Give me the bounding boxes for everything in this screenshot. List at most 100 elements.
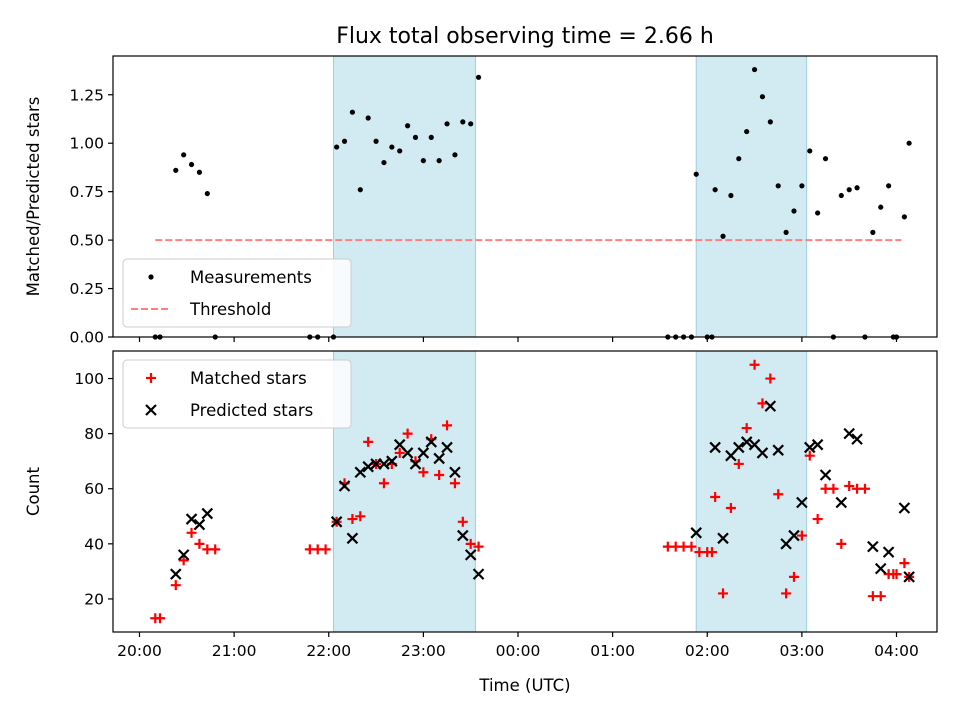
data-point: [712, 187, 718, 193]
data-point: [815, 210, 821, 216]
data-point: [378, 458, 390, 470]
axes-frame: [112, 55, 938, 338]
data-point: [434, 469, 445, 480]
legend-label: Matched stars: [190, 369, 307, 388]
data-point: [472, 568, 485, 580]
y-tick-label: 60: [84, 480, 104, 498]
data-point: [354, 466, 367, 478]
data-point: [334, 144, 340, 150]
data-point: [193, 518, 206, 531]
legend-marker: [145, 404, 157, 416]
data-point: [449, 466, 461, 478]
data-point: [807, 148, 813, 154]
data-point: [460, 119, 466, 125]
data-point: [204, 190, 210, 197]
data-point: [836, 538, 847, 549]
data-point: [473, 541, 484, 552]
data-point: [338, 480, 351, 492]
data-point: [330, 516, 343, 528]
data-point: [733, 458, 744, 469]
data-point: [155, 613, 166, 624]
data-point: [420, 158, 426, 164]
data-point: [452, 152, 458, 158]
data-point: [402, 428, 413, 439]
data-point: [733, 441, 745, 454]
legend: Measurements Threshold: [122, 258, 352, 328]
data-point: [349, 109, 356, 115]
data-point: [901, 214, 907, 220]
data-point: [394, 447, 405, 458]
y-tick-label: 40: [84, 535, 104, 553]
data-point: [196, 169, 203, 175]
data-point: [812, 514, 823, 525]
legend-box: [122, 359, 352, 429]
y-tick-label: 0.50: [69, 232, 104, 250]
data-point: [788, 529, 800, 542]
data-point: [819, 469, 832, 481]
data-point: [412, 134, 419, 140]
data-point: [386, 455, 398, 467]
observing-window-band: [332, 350, 476, 633]
data-point: [757, 398, 768, 409]
data-point: [690, 527, 702, 539]
data-point: [170, 580, 181, 591]
data-point: [710, 492, 721, 503]
data-point: [744, 128, 750, 135]
y-tick-label: 20: [84, 590, 104, 608]
data-point: [468, 121, 474, 127]
data-point: [725, 503, 736, 514]
data-point: [381, 159, 387, 166]
data-point: [433, 452, 445, 465]
data-point: [177, 549, 190, 561]
x-tick-label: 02:00: [685, 642, 730, 660]
data-point: [775, 183, 781, 189]
legend-label: Threshold: [189, 300, 271, 319]
data-point: [803, 441, 816, 454]
data-point: [405, 123, 411, 129]
data-point: [822, 156, 829, 162]
data-point: [185, 513, 198, 525]
data-point: [799, 183, 805, 189]
data-point: [804, 450, 815, 461]
data-point: [859, 483, 870, 494]
data-point: [764, 400, 777, 412]
data-point: [341, 138, 348, 144]
data-point: [756, 447, 769, 459]
data-point: [346, 532, 359, 545]
data-point: [728, 192, 734, 199]
data-point: [788, 571, 799, 582]
data-point: [867, 540, 879, 553]
data-point: [843, 427, 855, 440]
x-tick-label: 21:00: [212, 642, 257, 660]
data-point: [464, 549, 477, 561]
y-axis-label: Matched/Predicted stars: [24, 97, 43, 297]
data-point: [891, 569, 902, 580]
data-point: [898, 502, 911, 514]
data-point: [854, 185, 860, 191]
data-point: [874, 562, 887, 575]
data-point: [878, 204, 884, 210]
series-matched-stars: [150, 359, 915, 624]
data-point: [378, 478, 389, 489]
y-tick-label: 1.25: [69, 86, 104, 104]
y-axis-label: Count: [24, 466, 43, 516]
legend-marker: [148, 274, 154, 280]
data-point: [389, 144, 395, 150]
data-point: [428, 134, 434, 140]
data-point: [811, 438, 824, 451]
data-point: [772, 444, 784, 456]
x-tick-label: 04:00: [874, 642, 919, 660]
data-point: [844, 480, 855, 491]
data-point: [347, 514, 358, 525]
data-point: [899, 558, 910, 569]
data-point: [363, 436, 374, 447]
data-point: [783, 229, 789, 235]
data-point: [401, 447, 414, 459]
y-tick-label: 0.25: [69, 280, 104, 298]
data-point: [357, 187, 363, 193]
data-point: [181, 152, 187, 158]
data-point: [886, 183, 892, 189]
data-point: [436, 158, 442, 164]
data-point: [397, 148, 403, 154]
